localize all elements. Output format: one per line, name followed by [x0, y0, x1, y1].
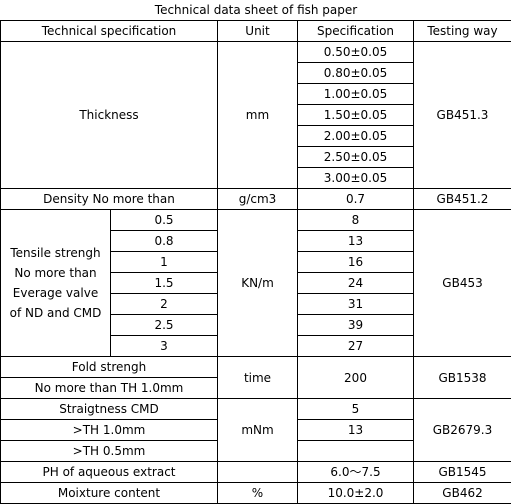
- size: 1: [111, 252, 218, 273]
- spec-value: 24: [298, 273, 414, 294]
- spec-value: 1.50±0.05: [298, 105, 414, 126]
- header-cell: Specification: [298, 21, 414, 42]
- spec-value: 31: [298, 294, 414, 315]
- unit: [218, 462, 298, 483]
- method: GB451.2: [414, 189, 511, 210]
- label-line: Everage valve: [1, 283, 110, 303]
- unit: %: [218, 483, 298, 504]
- spec-value: 2.50±0.05: [298, 147, 414, 168]
- method: GB462: [414, 483, 511, 504]
- spec-value: 16: [298, 252, 414, 273]
- header-cell: Unit: [218, 21, 298, 42]
- size: 2.5: [111, 315, 218, 336]
- header-cell: Technical specification: [1, 21, 218, 42]
- spec-label: PH of aqueous extract: [1, 462, 218, 483]
- spec-label: Moixture content: [1, 483, 218, 504]
- method: GB2679.3: [414, 399, 511, 462]
- spec-value: 1.00±0.05: [298, 84, 414, 105]
- unit: time: [218, 357, 298, 399]
- spec-value: 13: [298, 231, 414, 252]
- size: 0.8: [111, 231, 218, 252]
- size: 0.5: [111, 210, 218, 231]
- spec-label: Density No more than: [1, 189, 218, 210]
- spec-value: 2.00±0.05: [298, 126, 414, 147]
- unit: g/cm3: [218, 189, 298, 210]
- spec-value: 39: [298, 315, 414, 336]
- spec-value: 3.00±0.05: [298, 168, 414, 189]
- method: GB1538: [414, 357, 511, 399]
- spec-label: Straigtness CMD: [1, 399, 218, 420]
- unit: mNm: [218, 399, 298, 462]
- spec-label: >TH 0.5mm: [1, 441, 218, 462]
- label-line: of ND and CMD: [1, 303, 110, 323]
- spec-value: 0.80±0.05: [298, 63, 414, 84]
- spec-label: No more than TH 1.0mm: [1, 378, 218, 399]
- header-cell: Testing way: [414, 21, 511, 42]
- spec-label: Thickness: [1, 42, 218, 189]
- spec-value: 8: [298, 210, 414, 231]
- method: GB1545: [414, 462, 511, 483]
- spec-value: 10.0±2.0: [298, 483, 414, 504]
- label-line: Tensile strengh: [1, 243, 110, 263]
- size: 1.5: [111, 273, 218, 294]
- spec-value: 27: [298, 336, 414, 357]
- spec-value: [298, 441, 414, 462]
- method: GB451.3: [414, 42, 511, 189]
- unit: KN/m: [218, 210, 298, 357]
- unit: mm: [218, 42, 298, 189]
- label-line: No more than: [1, 263, 110, 283]
- spec-label: Fold strengh: [1, 357, 218, 378]
- title: Technical data sheet of fish paper: [1, 0, 511, 21]
- spec-label: >TH 1.0mm: [1, 420, 218, 441]
- spec-value: 0.7: [298, 189, 414, 210]
- method: GB453: [414, 210, 511, 357]
- spec-value: 0.50±0.05: [298, 42, 414, 63]
- spec-value: 200: [298, 357, 414, 399]
- size: 2: [111, 294, 218, 315]
- spec-value: 6.0～7.5: [298, 462, 414, 483]
- spec-value: 13: [298, 420, 414, 441]
- size: 3: [111, 336, 218, 357]
- spec-value: 5: [298, 399, 414, 420]
